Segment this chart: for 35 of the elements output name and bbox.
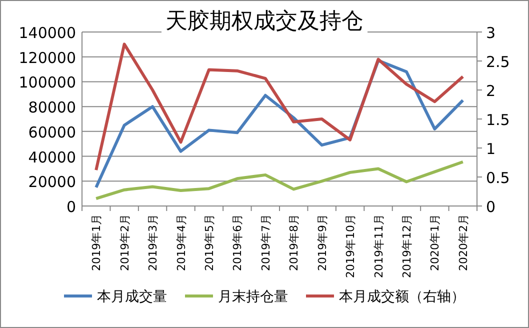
- y-tick-label: 20000: [28, 173, 76, 192]
- y-tick-label: 0: [66, 198, 76, 216]
- x-tick-label: 2019年1月: [90, 214, 104, 271]
- y-tick-label: 140000: [18, 24, 76, 42]
- line-series: [94, 160, 464, 200]
- x-tick-label: 2019年4月: [174, 214, 188, 271]
- x-tick-label: 2019年10月: [344, 214, 358, 278]
- legend-label: 本月成交量: [97, 289, 167, 305]
- x-tick-label: 2019年9月: [316, 214, 329, 271]
- chart-title: 天胶期权成交及持仓: [166, 9, 364, 34]
- x-tick-label: 2019年7月: [259, 214, 272, 271]
- legend-label: 本月成交额（右轴）: [339, 289, 465, 305]
- x-tick-label: 2019年3月: [146, 214, 160, 271]
- x-tick-label: 2020年2月: [456, 214, 470, 271]
- x-tick-label: 2019年11月: [372, 214, 386, 278]
- x-tick-label: 2019年8月: [288, 214, 301, 271]
- y2-tick-label: 1: [486, 140, 496, 158]
- y2-tick-label: 2: [486, 82, 496, 100]
- y-tick-label: 100000: [18, 74, 76, 92]
- y-tick-label: 40000: [28, 148, 76, 166]
- y2-tick-label: 0.5: [486, 169, 510, 187]
- x-tick-label: 2019年6月: [231, 214, 244, 271]
- x-tick-label: 2019年12月: [400, 214, 414, 278]
- y-tick-label: 120000: [18, 48, 76, 67]
- legend-label: 月末持仓量: [218, 289, 288, 305]
- x-tick-label: 2019年2月: [118, 214, 132, 271]
- x-tick-label: 2020年1月: [428, 214, 442, 271]
- y2-tick-label: 0: [486, 198, 496, 216]
- y-tick-label: 60000: [28, 123, 76, 142]
- y-tick-label: 80000: [28, 98, 76, 117]
- x-tick-label: 2019年5月: [202, 214, 216, 271]
- line-series: [94, 42, 464, 172]
- y2-tick-label: 3: [486, 24, 496, 42]
- y2-tick-label: 1.5: [486, 111, 510, 129]
- y2-tick-label: 2.5: [486, 53, 510, 71]
